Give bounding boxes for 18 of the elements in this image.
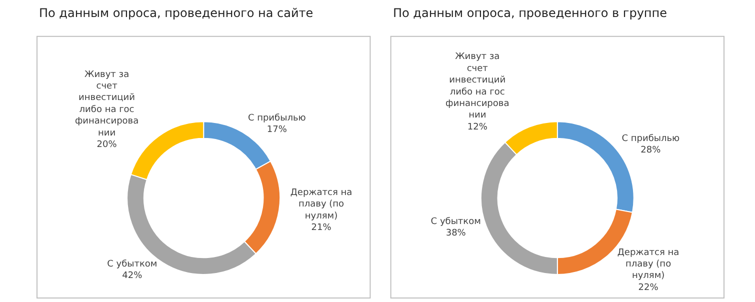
chart-title: По данным опроса, проведенного в группе — [393, 6, 668, 20]
slice-label: С убытком — [107, 259, 158, 270]
data-label: 12% — [467, 122, 488, 132]
slice-label: Живут за счет инвестиций либо на госфинансировании — [446, 52, 510, 121]
data-label: 42% — [122, 271, 143, 282]
slice-label: Держатся на плаву (по нулям) — [290, 188, 352, 222]
data-label: 28% — [640, 146, 662, 156]
data-label: 22% — [638, 282, 659, 293]
data-label: 38% — [446, 228, 466, 238]
data-label: 21% — [311, 223, 332, 234]
slice-label: С убытком — [430, 216, 481, 227]
chart-title: По данным опроса, проведенного на сайте — [39, 6, 314, 20]
data-label: 17% — [266, 125, 288, 136]
data-label: 20% — [96, 140, 118, 150]
slice-label: С прибылью — [622, 134, 680, 144]
slice-label: С прибылью — [248, 113, 306, 124]
slice-label: Держатся на плаву (по нулям) — [617, 248, 680, 282]
slice-label: Живут за счет инвестиций либо на госфинансировании — [74, 70, 139, 138]
